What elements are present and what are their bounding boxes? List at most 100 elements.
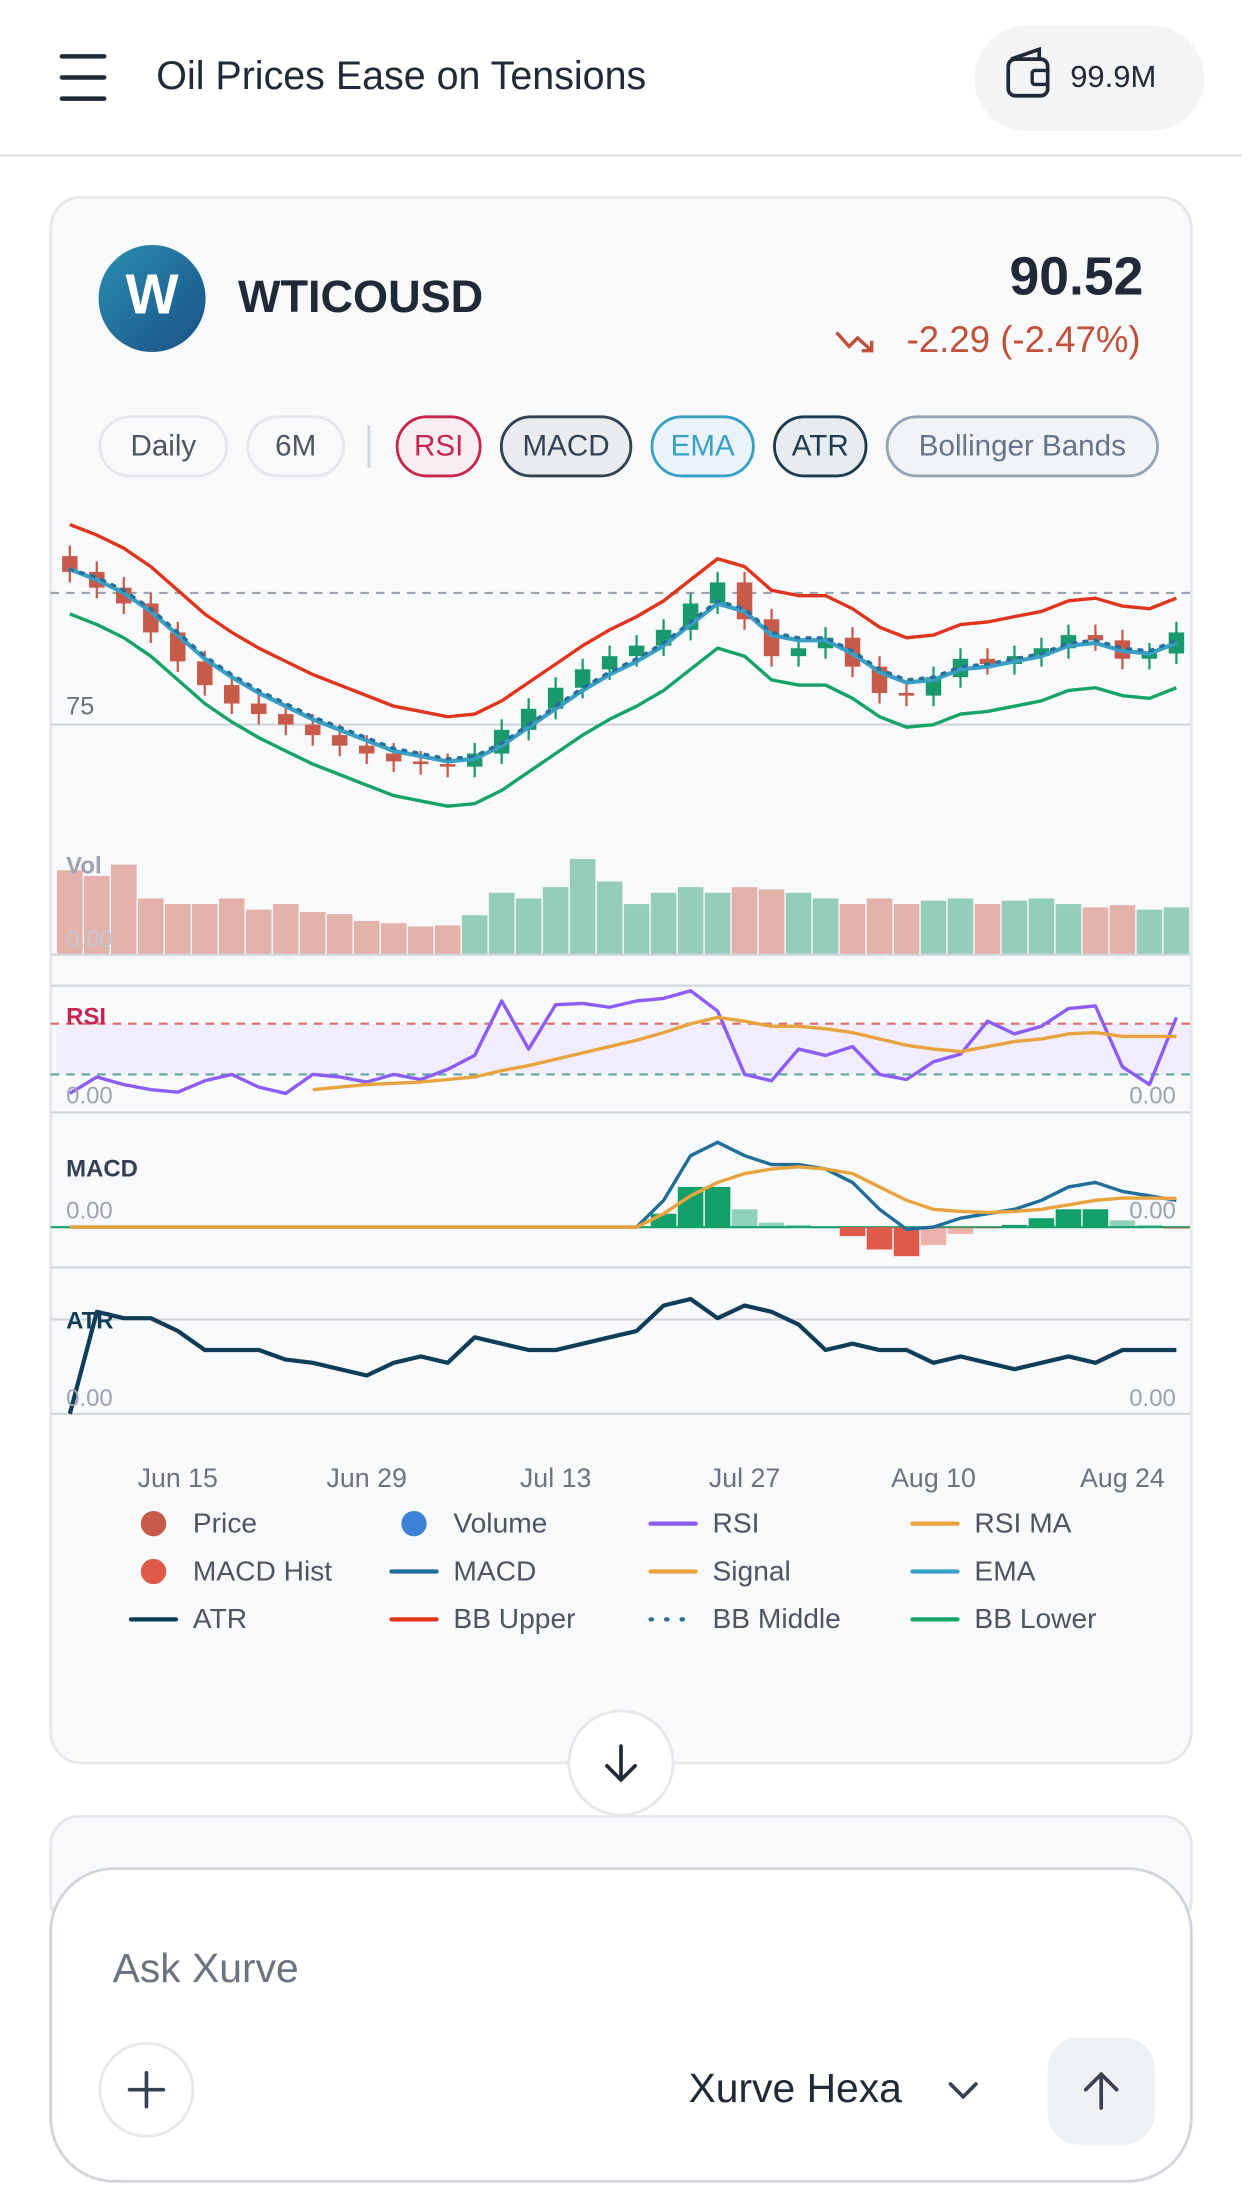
legend-label: Price	[193, 1507, 257, 1538]
panel-label: 0.00	[1129, 1385, 1176, 1412]
candle-body	[709, 582, 726, 604]
candle-body	[628, 645, 645, 657]
candle-body	[277, 714, 294, 725]
candle-body	[224, 685, 240, 704]
macd-hist-bar	[758, 1222, 785, 1228]
x-tick-label: Jul 27	[709, 1463, 780, 1493]
chip[interactable]	[499, 415, 633, 478]
legend-marker	[140, 1510, 167, 1537]
volume-bar	[380, 923, 407, 955]
volume-bar	[164, 904, 191, 955]
chip[interactable]	[885, 415, 1159, 478]
volume-bar	[731, 887, 758, 955]
volume-bar	[272, 904, 299, 955]
x-tick-label: Aug 24	[1080, 1463, 1165, 1493]
macd-hist-bar	[947, 1227, 974, 1234]
x-tick-label: Jun 15	[138, 1463, 218, 1493]
chip[interactable]	[98, 415, 229, 478]
candle-body	[979, 658, 996, 665]
candle-body	[439, 764, 456, 767]
macd-hist-bar	[1055, 1209, 1082, 1228]
volume-bar	[839, 904, 866, 955]
ticker-price: 90.52	[1010, 247, 1144, 306]
macd-hist-bar	[893, 1227, 920, 1257]
rsi-line	[68, 989, 1178, 1096]
macd-hist-bar	[677, 1186, 704, 1228]
volume-bar	[515, 898, 542, 955]
scroll-down-button[interactable]	[567, 1709, 675, 1817]
overlay-line	[69, 567, 1178, 764]
macd-hist-bar	[839, 1227, 866, 1237]
volume-bar	[974, 904, 1001, 955]
volume-bar	[434, 925, 461, 955]
candle-body	[412, 761, 429, 765]
attach-button[interactable]	[98, 2041, 195, 2138]
overlay-line	[68, 567, 1179, 761]
macd-hist-bar	[1136, 1224, 1163, 1228]
overlay-line	[69, 522, 1177, 719]
volume-bar	[569, 858, 596, 955]
volume-bar	[353, 920, 380, 955]
panel-label: 0.00	[66, 1198, 113, 1225]
legend-label: Signal	[713, 1555, 791, 1586]
model-name: Xurve Hexa	[689, 2065, 903, 2111]
candle-body	[331, 735, 348, 746]
volume-bar	[785, 892, 812, 955]
volume-bar	[1163, 907, 1190, 955]
composer-input[interactable]: Ask Xurve	[113, 1945, 299, 1991]
candle-body	[817, 637, 834, 649]
volume-bar	[812, 898, 839, 955]
candle-body	[898, 693, 915, 696]
volume-bar	[1109, 905, 1136, 955]
volume-bar	[461, 915, 488, 955]
chip-label: Daily	[130, 430, 196, 463]
chip[interactable]	[773, 415, 868, 478]
macd-hist-bar	[974, 1227, 1001, 1229]
volume-bar	[84, 875, 110, 955]
volume-bar	[650, 892, 677, 955]
legend-label: MACD Hist	[193, 1555, 332, 1586]
volume-bar	[704, 892, 731, 955]
chip[interactable]	[246, 415, 345, 478]
legend-marker	[140, 1558, 167, 1585]
send-button[interactable]	[1047, 2037, 1155, 2145]
macd-hist-bar	[1082, 1209, 1109, 1228]
volume-bar	[542, 887, 569, 955]
volume-bar	[57, 870, 83, 955]
panel-label: Vol	[66, 853, 101, 880]
rsi-line	[312, 1015, 1177, 1092]
legend-label: EMA	[974, 1555, 1035, 1586]
menu-button[interactable]	[59, 54, 107, 101]
chip-label: RSI	[414, 430, 463, 463]
chip-label: EMA	[671, 430, 735, 463]
panel-label: ATR	[66, 1308, 113, 1335]
y-tick-label: 75	[66, 692, 94, 720]
atr-line	[67, 1296, 1177, 1415]
legend-label: BB Middle	[713, 1603, 841, 1634]
macd-hist-bar	[866, 1227, 893, 1250]
macd-hist-bar	[1109, 1220, 1136, 1228]
volume-bar	[326, 914, 353, 955]
candle-body	[574, 669, 591, 688]
volume-bar	[623, 904, 650, 955]
chip[interactable]	[650, 415, 755, 478]
candle-body	[304, 724, 321, 736]
macd-hist-bar	[1001, 1224, 1028, 1228]
macd-hist-bar	[704, 1186, 731, 1228]
candle-body	[62, 556, 78, 572]
composer	[49, 1867, 1193, 2183]
macd-hist-bar	[731, 1209, 758, 1228]
volume-bar	[1001, 900, 1028, 955]
volume-bar	[488, 892, 515, 955]
wallet-pill[interactable]: 99.9M	[974, 25, 1204, 131]
volume-bar	[1082, 907, 1109, 955]
panel-label: MACD	[66, 1156, 138, 1183]
volume-bar	[758, 889, 785, 955]
model-selector[interactable]: Xurve Hexa	[689, 2065, 978, 2111]
macd-hist-bar	[812, 1227, 839, 1229]
volume-bar	[1136, 909, 1163, 955]
volume-bar	[111, 864, 137, 955]
candle-body	[1087, 635, 1104, 641]
chip[interactable]	[395, 415, 482, 478]
candle-body	[385, 753, 402, 762]
